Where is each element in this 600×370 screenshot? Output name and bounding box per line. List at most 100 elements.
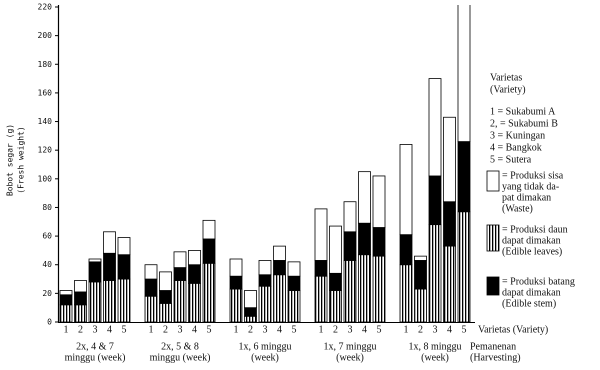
y-tick-label: 80	[42, 203, 52, 212]
x-tick-label: 3	[263, 324, 268, 335]
bar-segment	[74, 291, 87, 306]
x-tick-label: 4	[362, 324, 367, 335]
group-label: 1x, 7 minggu	[323, 341, 376, 352]
bar-segment	[229, 288, 243, 323]
legend-swatch	[486, 276, 500, 296]
bar-segment	[88, 281, 102, 323]
x-tick-label: 5	[207, 324, 212, 335]
y-tick-label: 160	[38, 88, 53, 97]
y-tick-label: 200	[38, 31, 53, 40]
x-tick-label: 2	[78, 324, 83, 335]
x-tick-label: 2	[248, 324, 253, 335]
group-label: minggu (week)	[65, 352, 126, 363]
y-tick-label: 180	[38, 60, 53, 69]
bar-segment	[457, 5, 471, 142]
bar-segment	[188, 282, 201, 323]
bar-segment	[314, 260, 328, 277]
bar-segment	[314, 208, 328, 261]
bar-segment	[287, 261, 301, 277]
bar-segment	[88, 261, 102, 283]
legend-label: yang tidak da-	[502, 181, 559, 192]
bar-segment	[173, 251, 187, 268]
y-tick-label: 140	[38, 117, 53, 126]
bar-segment	[343, 231, 357, 261]
bars	[59, 5, 471, 323]
bar-segment	[188, 250, 201, 266]
group-label: (week)	[421, 352, 449, 363]
legend-entry: 1 = Sukabumi A	[490, 106, 556, 117]
bar-segment	[188, 264, 201, 284]
x-tick-label: 1	[319, 324, 324, 335]
bar-segment	[159, 290, 172, 304]
bar-segment	[329, 225, 342, 274]
bar-segment	[273, 274, 286, 323]
bar-segment	[144, 278, 158, 297]
bar-segment	[117, 237, 131, 256]
bar-segment	[229, 258, 243, 277]
bar-segment	[399, 264, 413, 323]
group-label: 2x, 5 & 8	[161, 341, 199, 352]
x-axis-label: Varietas (Variety)	[478, 324, 548, 335]
group-axis-label: (Harvesting)	[470, 352, 521, 363]
bar-segment	[88, 258, 102, 263]
bar-segment	[273, 245, 286, 261]
y-tick-label: 20	[42, 289, 52, 298]
x-tick-label: 5	[377, 324, 382, 335]
bar-segment	[457, 141, 471, 213]
x-tick-label: 3	[348, 324, 353, 335]
bar-segment	[414, 288, 427, 323]
bar-segment	[74, 280, 87, 293]
group-label: (week)	[336, 352, 364, 363]
bar-segment	[314, 275, 328, 323]
bar-segment	[202, 238, 216, 264]
bar-segment	[202, 262, 216, 323]
bar-segment	[144, 264, 158, 280]
bar-segment	[244, 290, 257, 309]
legend-label: (Waste)	[502, 203, 533, 214]
legend-entry: 5 = Sutera	[490, 154, 532, 165]
x-tick-label: 2	[163, 324, 168, 335]
legend-label: (Edible leaves)	[502, 246, 562, 257]
legend-title: Varietas	[490, 72, 522, 83]
x-tick-label: 2	[333, 324, 338, 335]
bar-segment	[329, 272, 342, 291]
bar-segment	[343, 201, 357, 233]
bar-segment	[443, 116, 456, 203]
bar-segment	[329, 290, 342, 323]
y-axis-label: (Fresh weight)	[17, 126, 26, 193]
x-tick-label: 3	[178, 324, 183, 335]
legend-label: = Produksi daun	[502, 224, 568, 235]
legend-label: = Produksi sisa	[502, 170, 564, 181]
bar-segment	[202, 219, 216, 240]
bar-segment	[258, 260, 272, 276]
y-tick-label: 40	[42, 260, 52, 269]
bar-segment	[287, 275, 301, 291]
bar-segment	[59, 304, 73, 323]
x-tick-label: 1	[64, 324, 69, 335]
bar-segment	[428, 78, 442, 177]
bar-segment	[244, 307, 257, 317]
bar-segment	[258, 285, 272, 323]
bar-segment	[173, 267, 187, 281]
bar-segment	[59, 294, 73, 306]
x-tick-label: 5	[292, 324, 297, 335]
bar-segment	[273, 260, 286, 276]
x-tick-label: 4	[192, 324, 197, 335]
bar-segment	[372, 255, 386, 323]
x-tick-label: 1	[404, 324, 409, 335]
bar-segment	[117, 254, 131, 280]
bar-segment	[428, 175, 442, 226]
group-label: (week)	[251, 352, 279, 363]
x-tick-label: 5	[122, 324, 127, 335]
x-tick-label: 4	[447, 324, 452, 335]
bar-segment	[159, 302, 172, 323]
legend-label: dapat dimakan	[502, 287, 561, 298]
group-axis-label: Pemanenan	[470, 341, 516, 352]
legend-label: dapat dimakan	[502, 235, 561, 246]
bar-segment	[103, 252, 116, 281]
y-tick-label: 220	[38, 3, 53, 12]
group-label: 2x, 4 & 7	[76, 341, 114, 352]
bar-segment	[159, 271, 172, 291]
legend-label: = Produksi batang	[502, 276, 575, 287]
bar-segment	[103, 231, 116, 254]
